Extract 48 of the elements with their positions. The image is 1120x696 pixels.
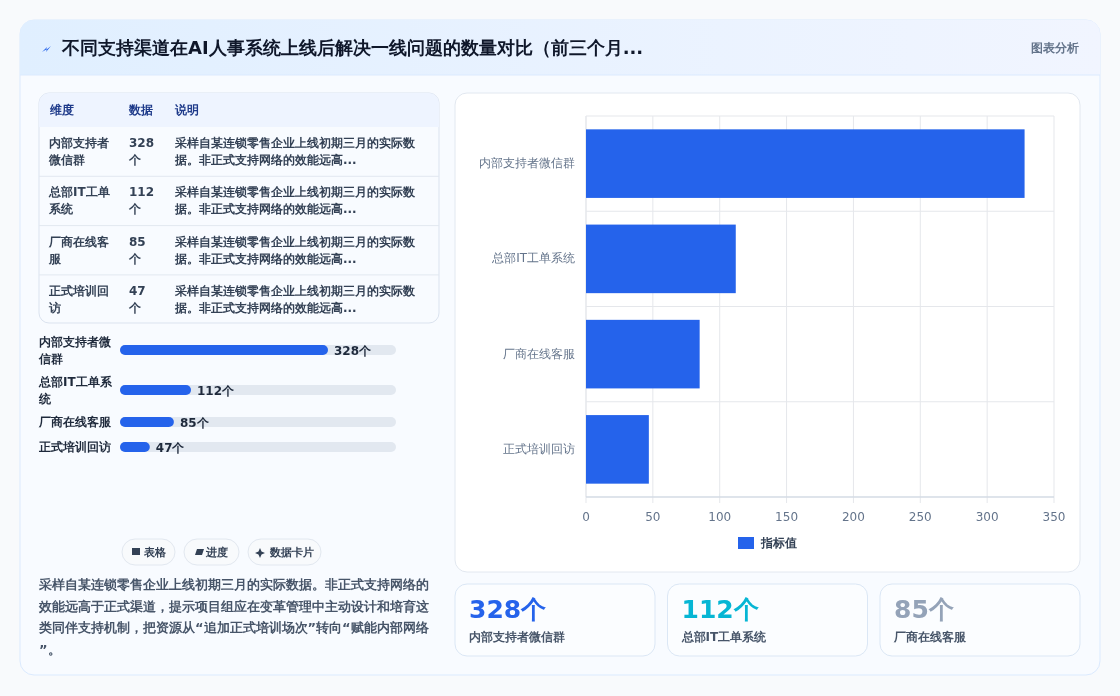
y-tick-label: 总部IT工单系统 bbox=[38, 374, 113, 405]
text: 数据 bbox=[128, 102, 153, 117]
text: 说明 bbox=[174, 102, 199, 117]
category-label: 厂商在线客服 bbox=[893, 629, 967, 644]
text: 采样自某连锁零售企业上线初期三月的实际数据。非正式支持网络的效能远高... bbox=[174, 283, 416, 315]
data-label: 328个 bbox=[334, 343, 373, 358]
text: 328个 bbox=[469, 595, 547, 624]
text: 不同支持渠道在AI人事系统上线后解决一线问题的数量对比（前三个月... bbox=[61, 37, 644, 58]
text: 112个 bbox=[681, 595, 759, 624]
category-label: 总部IT工单系统 bbox=[680, 629, 768, 644]
x-tick-label: 100 bbox=[708, 509, 732, 524]
text: 采样自某连锁零售企业上线初期三月的实际数据。非正式支持网络的效能远高... bbox=[174, 234, 416, 266]
text: 进度 bbox=[205, 545, 228, 559]
x-tick-label: 150 bbox=[775, 509, 799, 524]
text: 85个 bbox=[894, 595, 954, 624]
data-label: 85个 bbox=[179, 415, 210, 430]
x-tick-label: 0 bbox=[582, 509, 590, 524]
bar bbox=[586, 224, 736, 294]
text: 数据卡片 bbox=[269, 545, 314, 559]
text: 47个 bbox=[129, 283, 146, 315]
text: 85个 bbox=[129, 234, 146, 266]
y-tick-label: 内部支持者微信群 bbox=[479, 156, 575, 171]
text: 112个 bbox=[129, 184, 155, 216]
text: 采样自某连锁零售企业上线初期三月的实际数据。非正式支持网络的效能远高... bbox=[174, 184, 416, 216]
y-tick-label: 总部IT工单系统 bbox=[491, 251, 575, 266]
y-tick-label: 正式培训回访 bbox=[503, 441, 575, 456]
y-tick-label: 内部支持者微信群 bbox=[38, 334, 112, 365]
x-tick-label: 350 bbox=[1042, 509, 1066, 524]
data-label: 112个 bbox=[197, 383, 236, 398]
y-tick-label: 厂商在线客服 bbox=[38, 414, 112, 429]
bar bbox=[586, 129, 1025, 198]
y-tick-label: 正式培训回访 bbox=[38, 439, 111, 454]
x-tick-label: 200 bbox=[841, 509, 865, 524]
bar bbox=[586, 319, 700, 389]
bar bbox=[586, 415, 649, 484]
text: 维度 bbox=[49, 102, 74, 117]
text: 采样自某连锁零售企业上线初期三月的实际数据。非正式支持网络的效能远高... bbox=[174, 135, 416, 167]
data-label: 47个 bbox=[155, 440, 186, 455]
legend-label: 指标值 bbox=[760, 535, 797, 550]
text: 表格 bbox=[143, 545, 167, 559]
text: 采样自某连锁零售企业上线初期三月的实际数据。非正式支持网络的效能远高于正式渠道，提示项目组应在变革管理中主动设计和培育这类同伴支持机制，把资源从“追加正式培训场次”转向“赋能内部网络”。 bbox=[38, 576, 430, 656]
text: 图表分析 bbox=[1031, 40, 1079, 55]
y-tick-label: 厂商在线客服 bbox=[503, 346, 575, 361]
x-tick-label: 250 bbox=[908, 509, 932, 524]
category-label: 内部支持者微信群 bbox=[469, 629, 565, 644]
x-tick-label: 50 bbox=[645, 509, 661, 524]
x-tick-label: 300 bbox=[975, 509, 999, 524]
text: 328个 bbox=[129, 135, 155, 167]
